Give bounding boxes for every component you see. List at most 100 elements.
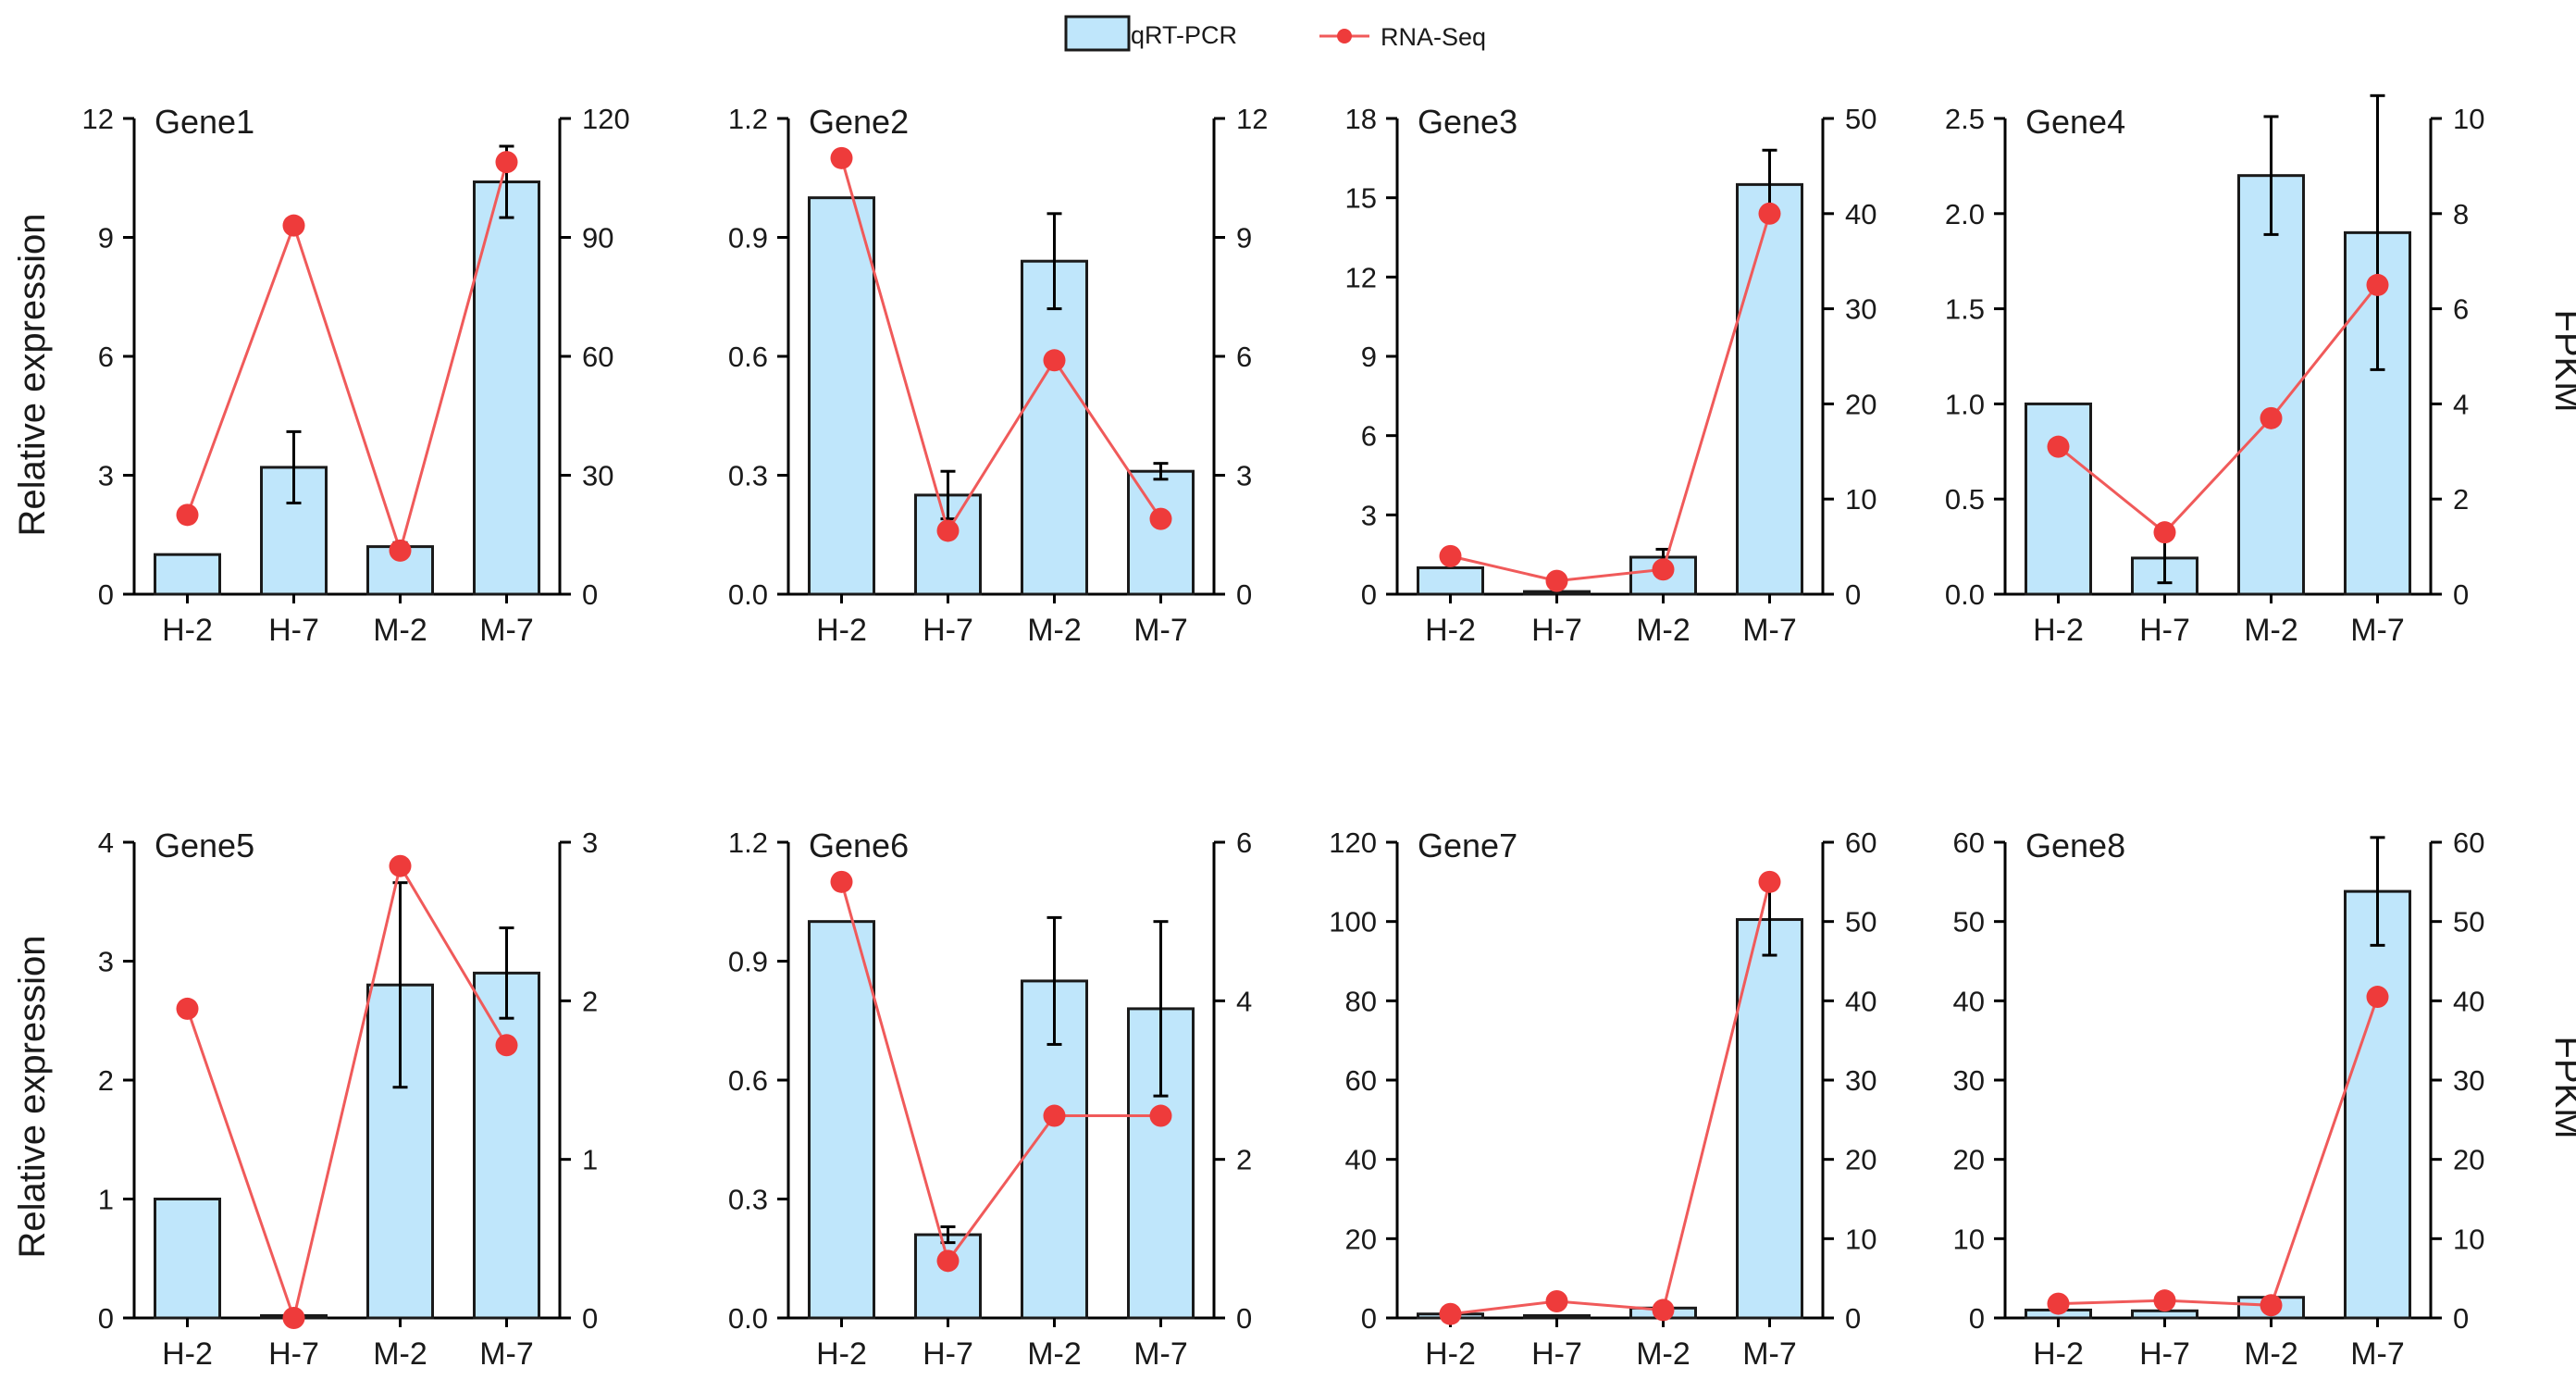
rna-seq-line bbox=[840, 881, 1161, 1264]
panel-gene3: 0 3 6 9 12 15 18 0 10 20 30 40 50 Gene3 H-2 H-7 M-2 M-7 bbox=[1345, 103, 1877, 648]
panel-title: Gene1 bbox=[155, 103, 254, 141]
x-tick-label: H-7 bbox=[923, 1336, 973, 1372]
rna-seq-line bbox=[1450, 881, 1771, 1316]
left-tick-label: 15 bbox=[1345, 182, 1377, 215]
rna-seq-line bbox=[186, 161, 508, 556]
right-tick-label: 6 bbox=[2453, 293, 2469, 326]
right-tick-label: 60 bbox=[2453, 826, 2484, 859]
left-tick-label: 0.3 bbox=[728, 460, 768, 492]
rna-seq-point bbox=[2260, 406, 2283, 429]
left-tick-label: 1.5 bbox=[1945, 293, 1985, 326]
x-tick-label: M-2 bbox=[2244, 1336, 2298, 1372]
right-tick-label: 3 bbox=[582, 826, 598, 859]
rna-seq-point bbox=[176, 997, 199, 1020]
right-tick-label: 4 bbox=[2453, 388, 2469, 420]
rna-seq-point bbox=[389, 539, 412, 562]
qrt-pcr-bar bbox=[1021, 979, 1088, 1320]
left-tick-label: 0.9 bbox=[728, 222, 768, 255]
x-tick-label: H-2 bbox=[162, 613, 213, 648]
x-tick-label: M-7 bbox=[1133, 1336, 1188, 1372]
left-tick-label: 2 bbox=[98, 1064, 114, 1097]
rna-seq-point bbox=[389, 854, 412, 877]
rna-seq-line bbox=[1450, 213, 1771, 583]
rna-seq-point bbox=[1652, 558, 1675, 581]
left-tick-label: 4 bbox=[98, 826, 114, 859]
rna-seq-point bbox=[1439, 1302, 1462, 1325]
panel-title: Gene2 bbox=[809, 103, 909, 141]
right-tick-label: 6 bbox=[1236, 826, 1252, 859]
right-tick-label: 8 bbox=[2453, 198, 2469, 230]
left-tick-label: 60 bbox=[1953, 826, 1985, 859]
right-tick-label: 50 bbox=[2453, 906, 2484, 938]
right-tick-label: 30 bbox=[582, 460, 613, 492]
left-tick-label: 0.9 bbox=[728, 946, 768, 978]
x-tick-label: M-2 bbox=[373, 1336, 427, 1372]
left-tick-label: 1.2 bbox=[728, 103, 768, 135]
right-tick-label: 4 bbox=[1236, 985, 1252, 1017]
rna-seq-point bbox=[1758, 870, 1781, 893]
rna-seq-point bbox=[282, 214, 305, 237]
left-axis-title-row1: Relative expression bbox=[12, 213, 53, 536]
panel-title: Gene5 bbox=[155, 826, 254, 864]
right-tick-label: 40 bbox=[1845, 985, 1876, 1017]
legend-label-rna-seq: RNA-Seq bbox=[1381, 23, 1486, 51]
left-tick-label: 0 bbox=[98, 578, 114, 611]
left-tick-label: 18 bbox=[1345, 103, 1377, 135]
x-tick-label: H-2 bbox=[816, 1336, 867, 1372]
x-tick-label: M-2 bbox=[1027, 613, 1082, 648]
panel-title: Gene6 bbox=[809, 826, 909, 864]
legend-label-qrt-pcr: qRT-PCR bbox=[1131, 21, 1237, 49]
x-tick-label: H-7 bbox=[268, 613, 319, 648]
right-tick-label: 20 bbox=[1845, 1144, 1876, 1176]
rna-seq-point bbox=[1149, 507, 1172, 530]
left-tick-label: 1.0 bbox=[1945, 388, 1985, 420]
left-tick-label: 0.6 bbox=[728, 341, 768, 373]
right-tick-label: 50 bbox=[1845, 103, 1876, 135]
rna-seq-point bbox=[2047, 435, 2070, 458]
left-tick-label: 1 bbox=[98, 1184, 114, 1216]
left-tick-label: 2.5 bbox=[1945, 103, 1985, 135]
right-tick-label: 2 bbox=[2453, 483, 2469, 516]
legend-swatch-qrt-pcr bbox=[1064, 15, 1131, 52]
right-tick-label: 20 bbox=[2453, 1144, 2484, 1176]
panel-gene4: 0.0 0.5 1.0 1.5 2.0 2.5 0 2 4 6 8 10 Gene4 H-2 H-7 M-2 M… bbox=[1945, 93, 2484, 648]
right-tick-label: 0 bbox=[1845, 1302, 1861, 1335]
right-tick-label: 0 bbox=[1236, 1302, 1252, 1335]
panel-gene5: 0 1 2 3 4 0 1 2 3 Gene5 H-2 H-7 M-2 M-7 bbox=[98, 826, 599, 1372]
rna-seq-point bbox=[830, 870, 853, 893]
left-tick-label: 20 bbox=[1953, 1144, 1985, 1176]
left-tick-label: 0.6 bbox=[728, 1064, 768, 1097]
right-tick-label: 60 bbox=[1845, 826, 1876, 859]
x-tick-label: H-2 bbox=[2033, 613, 2084, 648]
right-tick-label: 50 bbox=[1845, 906, 1876, 938]
rna-seq-point bbox=[1043, 1104, 1066, 1127]
x-tick-label: H-2 bbox=[1425, 1336, 1476, 1372]
left-tick-label: 20 bbox=[1345, 1223, 1377, 1255]
x-tick-label: M-2 bbox=[373, 613, 427, 648]
right-tick-label: 0 bbox=[1236, 578, 1252, 611]
left-tick-label: 40 bbox=[1953, 985, 1985, 1017]
left-tick-label: 0 bbox=[1969, 1302, 1985, 1335]
x-tick-label: M-7 bbox=[1742, 1336, 1797, 1372]
rna-seq-point bbox=[1758, 202, 1781, 225]
legend: qRT-PCR RNA-Seq bbox=[1064, 15, 1486, 52]
right-tick-label: 1 bbox=[582, 1144, 598, 1176]
rna-seq-point bbox=[176, 503, 199, 527]
left-tick-label: 9 bbox=[1361, 341, 1377, 373]
right-tick-label: 0 bbox=[582, 1302, 598, 1335]
panel-title: Gene7 bbox=[1418, 826, 1517, 864]
left-tick-label: 100 bbox=[1329, 906, 1377, 938]
x-tick-label: M-2 bbox=[1636, 1336, 1690, 1372]
rna-seq-point bbox=[2366, 986, 2389, 1009]
rna-seq-point bbox=[1652, 1299, 1675, 1322]
left-tick-label: 3 bbox=[1361, 499, 1377, 531]
right-tick-label: 10 bbox=[1845, 1223, 1876, 1255]
rna-seq-point bbox=[495, 1034, 518, 1057]
x-tick-label: M-7 bbox=[479, 1336, 534, 1372]
qrt-pcr-bar bbox=[808, 920, 875, 1320]
qrt-pcr-bar bbox=[1736, 918, 1803, 1320]
rna-seq-line bbox=[2057, 283, 2379, 535]
qrt-pcr-bar bbox=[1021, 259, 1088, 596]
rna-seq-point bbox=[282, 1307, 305, 1329]
